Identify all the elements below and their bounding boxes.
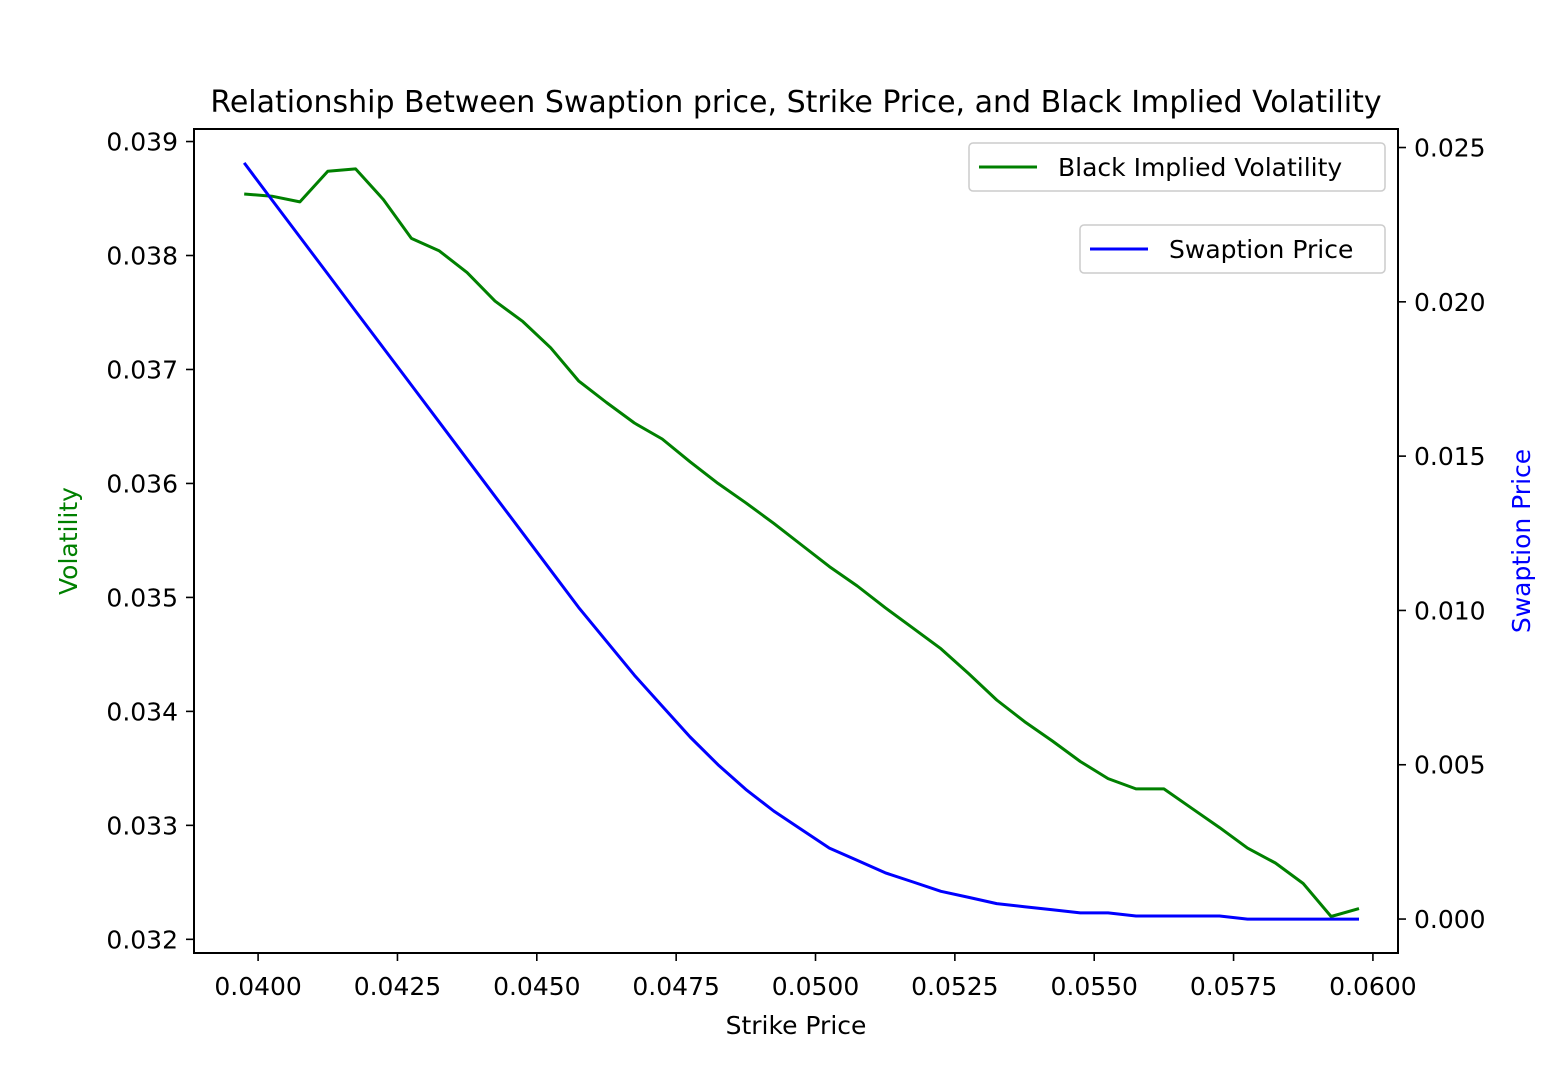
x-tick-label: 0.0425 [354,972,441,1001]
right-y-tick-label: 0.015 [1414,442,1486,471]
legend-swaption-price-box [1079,224,1386,274]
legend-volatility: Black Implied Volatility [968,142,1386,192]
left-y-tick-label: 0.034 [106,697,178,726]
x-tick-label: 0.0575 [1190,972,1277,1001]
x-axis-title: Strike Price [726,1011,867,1040]
right-y-tick-label: 0.000 [1414,905,1486,934]
left-y-tick-label: 0.038 [106,242,178,271]
axes-layer: 0.0400 0.0425 0.0450 0.0475 0.0500 0.0525 0.05… [106,128,1485,1001]
x-tick-label: 0.0475 [632,972,719,1001]
left-y-axis-title: Volatility [54,487,83,595]
x-tick-label: 0.0600 [1329,972,1416,1001]
series-line-swaption-price [242,162,1359,921]
chart-title: Relationship Between Swaption price, Str… [210,85,1381,120]
left-y-tick-label: 0.033 [106,811,178,840]
x-tick-label: 0.0550 [1050,972,1137,1001]
right-y-tick-label: 0.010 [1414,596,1486,625]
plot-area-frame [193,128,1399,954]
right-y-tick-label: 0.005 [1414,751,1486,780]
left-y-tick-label: 0.037 [106,355,178,384]
right-y-axis-title: Swaption Price [1507,449,1536,633]
left-y-tick-label: 0.039 [106,128,178,157]
legend-swaption-price-label: Swaption Price [1169,235,1353,264]
left-y-tick-label: 0.035 [106,583,178,612]
x-tick-label: 0.0500 [772,972,859,1001]
legend-volatility-box [968,142,1386,192]
legend-volatility-label: Black Implied Volatility [1058,153,1342,182]
legend-swaption-price: Swaption Price [1079,224,1386,274]
series-layer [242,162,1360,921]
left-y-tick-label: 0.032 [106,925,178,954]
series-line-black-implied-volatility [244,167,1360,918]
right-y-tick-label: 0.025 [1414,134,1486,163]
right-y-tick-label: 0.020 [1414,288,1486,317]
x-tick-label: 0.0450 [493,972,580,1001]
left-y-tick-label: 0.036 [106,469,178,498]
x-tick-label: 0.0400 [214,972,301,1001]
x-tick-label: 0.0525 [911,972,998,1001]
